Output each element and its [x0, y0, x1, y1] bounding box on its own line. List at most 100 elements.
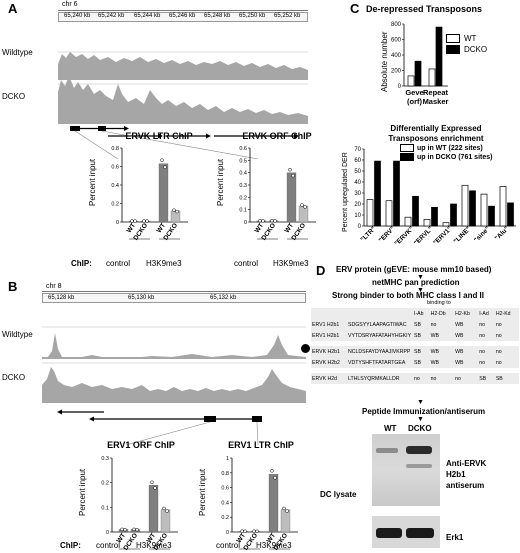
bar	[280, 509, 291, 533]
bar	[488, 205, 495, 227]
y-tick-label: 0.5	[239, 158, 247, 164]
arrow-head	[57, 409, 62, 415]
arrow-down-icon: ▼	[417, 287, 424, 294]
replicate-point	[282, 506, 286, 511]
y-tick-label: 60	[354, 158, 361, 164]
table-row: ERV1 H2b1 VYTDSRYAFATAHYHGKIY SB WB WB n…	[311, 330, 519, 341]
replicate-point	[175, 209, 179, 214]
group-label-h3k9me3: H3K9me3	[256, 541, 292, 550]
replicate-point	[288, 167, 292, 172]
y-tick-label: 0.6	[111, 165, 119, 171]
x-tick-label: WT	[156, 222, 168, 234]
ruler-tick-label: 65,250 kb	[239, 13, 266, 19]
binding-value: no	[494, 319, 519, 330]
y-tick-label: 0	[358, 224, 362, 230]
arrow-head	[124, 126, 129, 131]
dcko-coverage-track	[58, 76, 308, 124]
column-header: I-Ab	[413, 308, 430, 319]
binding-value: SB	[494, 373, 519, 384]
bar	[170, 210, 181, 223]
bar	[461, 184, 469, 227]
replicate-point	[160, 158, 164, 162]
replicate-point	[150, 480, 154, 485]
ruler-tick-label: 65,240 kb	[64, 13, 91, 19]
table-header-row: binding to	[311, 297, 519, 308]
group-label-control: control	[106, 259, 131, 268]
x-tick-label: WT	[266, 532, 278, 544]
replicate-point	[165, 509, 169, 513]
column-header: H2-Kd	[494, 308, 519, 319]
flow-step-4: Peptide Immunization/antiserum	[362, 407, 486, 416]
y-axis-label: Percent input	[88, 158, 97, 206]
binding-value: WB	[429, 330, 455, 341]
ltr-box	[252, 416, 262, 422]
orf-box	[204, 416, 216, 422]
replicate-point	[163, 165, 167, 169]
binding-value: no	[429, 319, 455, 330]
track-label-wildtype: Wildtype	[2, 330, 33, 339]
blot-band-wt	[376, 448, 398, 453]
chart-derepressed-transposons: 0 200 400 600 800 Geve (orf)Repeat Masker	[391, 22, 449, 106]
blot-band-faint	[406, 464, 432, 468]
y-tick-label: 10	[354, 213, 361, 219]
callout-line	[101, 130, 259, 160]
ruler-tick-label: 65,246 kb	[169, 13, 196, 19]
bar	[158, 163, 169, 223]
blot-membrane-top	[372, 434, 440, 506]
binding-to-label: binding to	[427, 299, 451, 306]
binding-value: no	[478, 319, 495, 330]
y-tick-label: 0	[244, 220, 247, 226]
legend-label: DCKO	[464, 45, 488, 54]
panel-label-b: B	[8, 279, 18, 294]
y-tick-label: 0.3	[239, 183, 247, 189]
binding-value: SB	[413, 346, 430, 357]
table-row: ERVK H2d LTHLSYQRMKALLDR no no no SB SB	[311, 373, 519, 384]
bar	[469, 190, 476, 227]
binding-value: no	[478, 357, 495, 368]
chart-title-line2: Transposons enrichment	[388, 134, 484, 143]
bar	[268, 474, 279, 533]
mhc-binding-table: binding to I-Ab H2-Db H2-Kb I-Ad H2-Kd E…	[311, 297, 519, 384]
replicate-point	[270, 469, 274, 473]
arrow-head	[294, 133, 299, 139]
arrow-head	[89, 416, 94, 422]
ltr-box	[70, 126, 80, 131]
y-tick-label: 0.3	[101, 456, 109, 462]
bar	[148, 484, 159, 533]
x-tick-label: WT	[146, 532, 158, 544]
ruler-tick-label: 65,132 kb	[210, 295, 237, 301]
y-tick-label: 0	[116, 220, 119, 226]
bar	[431, 206, 438, 227]
legend-item-up-dcko: up in DCKO (761 sites)	[400, 153, 492, 161]
column-header: H2-Db	[429, 308, 455, 319]
y-tick-label: 0.2	[221, 515, 229, 521]
y-tick-label: 0.2	[111, 202, 119, 208]
binding-value: no	[454, 373, 479, 384]
y-tick-label: 20	[354, 202, 361, 208]
x-tick-label: WT	[116, 532, 128, 544]
binding-value: no	[413, 373, 430, 384]
group-label-control: control	[234, 259, 259, 268]
x-tick-label: Repeat Masker	[423, 88, 449, 106]
arrow-down-icon: ▼	[417, 399, 424, 406]
x-tick-label: WT	[284, 222, 296, 234]
legend-swatch	[400, 153, 414, 161]
bar	[480, 193, 488, 227]
y-axis-label: Percent input	[216, 158, 225, 206]
legend-item-up-wt: up in WT (222 sites)	[400, 144, 492, 152]
chart-title: ERV1 ORF ChIP	[107, 440, 175, 450]
track-label-dcko: DCKO	[2, 373, 26, 382]
y-tick-label: 0	[106, 530, 109, 536]
wildtype-coverage-track	[42, 333, 306, 359]
peptide-name: ERV1 H2b1	[311, 330, 347, 341]
flow-step-1: ERV protein (gEVE: mouse mm10 based)	[336, 265, 492, 274]
chromosome-label: chr 8	[46, 283, 62, 290]
y-tick-label: 0.4	[221, 500, 229, 506]
x-tick-label: "ERVL"	[413, 225, 434, 246]
binding-value: no	[478, 330, 495, 341]
lane-label-dcko: DCKO	[408, 424, 432, 433]
chromosome-ideogram	[42, 291, 306, 292]
peptide-sequence: VYTDSRYAFATAHYHGKIY	[347, 330, 413, 341]
